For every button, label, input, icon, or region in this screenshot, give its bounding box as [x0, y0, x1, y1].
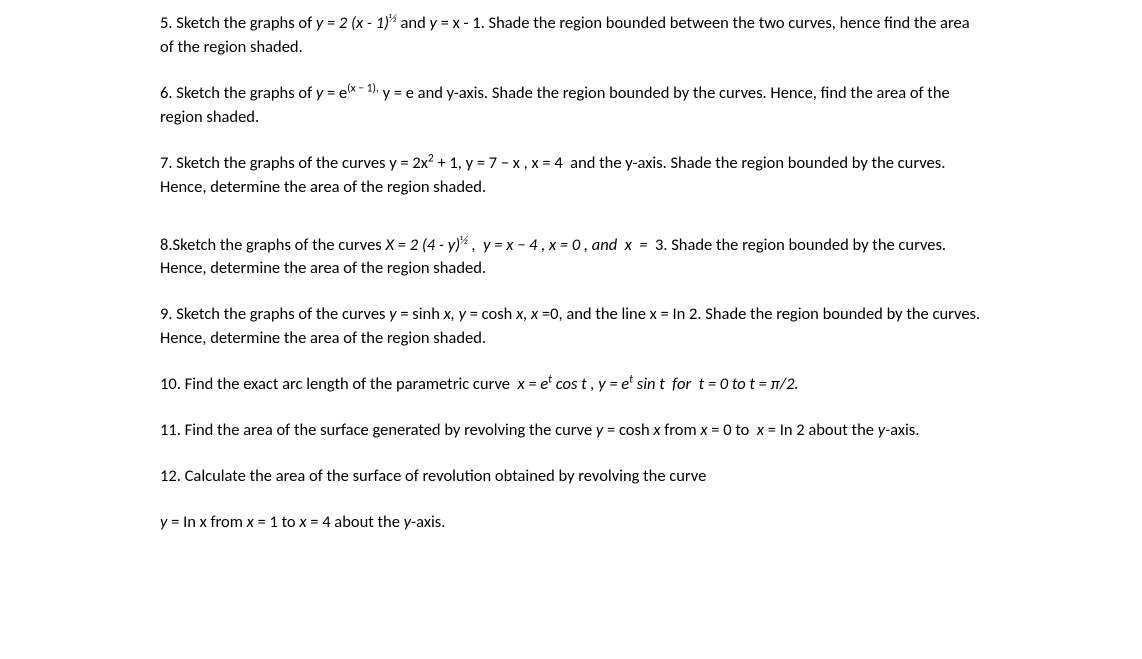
document-page: 5. Sketch the graphs of y = 2 (x - 1)½ a… — [0, 0, 1142, 659]
problem-11: 11. Find the area of the surface generat… — [160, 419, 982, 443]
problem-6: 6. Sketch the graphs of y = e(x − 1), y … — [160, 82, 982, 130]
problem-8: 8.Sketch the graphs of the curves X = 2 … — [160, 234, 982, 282]
problem-5: 5. Sketch the graphs of y = 2 (x - 1)½ a… — [160, 12, 982, 60]
problem-12-line2: y = In x from x = 1 to x = 4 about the y… — [160, 511, 982, 535]
problem-7: 7. Sketch the graphs of the curves y = 2… — [160, 152, 982, 200]
problem-12: 12. Calculate the area of the surface of… — [160, 465, 982, 489]
problem-10: 10. Find the exact arc length of the par… — [160, 373, 982, 397]
problem-9: 9. Sketch the graphs of the curves y = s… — [160, 303, 982, 351]
